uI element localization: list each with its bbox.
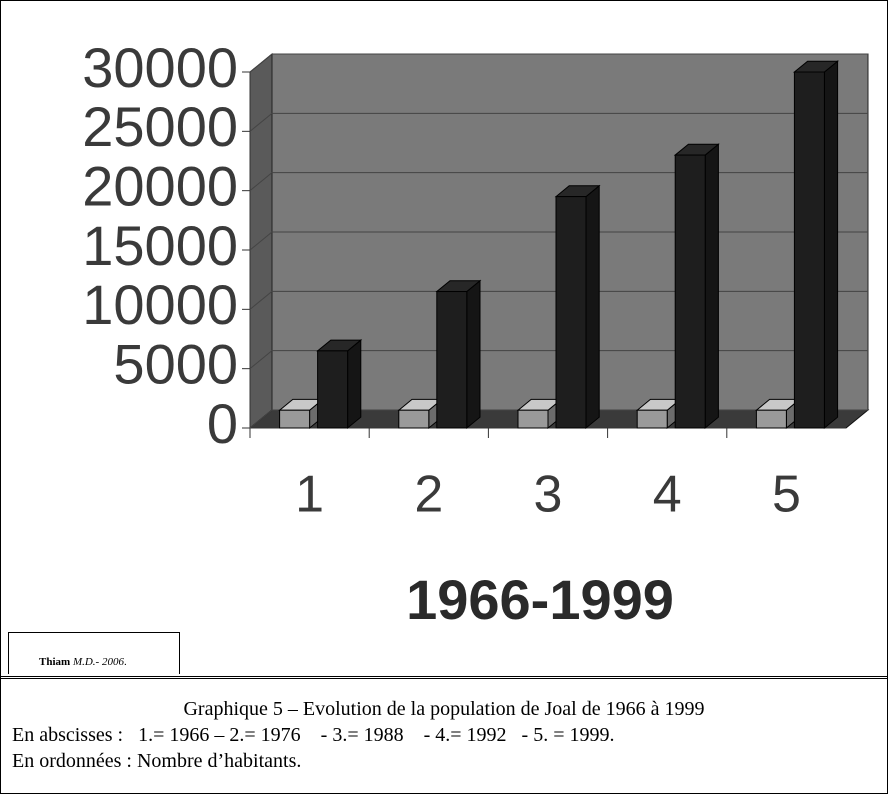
bar-side xyxy=(823,60,839,430)
credit: Thiam M.D.- 2006. xyxy=(8,632,180,674)
y-tick-label: 10000 xyxy=(82,273,238,336)
bar-side xyxy=(347,339,362,430)
credit-end: . xyxy=(123,656,127,668)
grid-line xyxy=(249,350,868,370)
bar xyxy=(517,409,549,429)
credit-author: Thiam xyxy=(39,656,71,668)
grid-line xyxy=(249,172,868,192)
bar-side xyxy=(585,184,600,430)
y-tick-label: 0 xyxy=(207,392,238,455)
bar xyxy=(279,409,311,429)
y-tick-label: 20000 xyxy=(82,154,238,217)
bar-side xyxy=(704,143,719,430)
bar xyxy=(555,196,587,429)
x-tick-label: 4 xyxy=(653,466,682,524)
bar xyxy=(398,409,430,429)
x-tick-label: 2 xyxy=(414,466,443,524)
credit-ref: M.D.- 2006 xyxy=(72,656,124,668)
x-axis-label: 1966-1999 xyxy=(406,568,674,631)
x-tick-label: 3 xyxy=(534,466,563,524)
bar-side xyxy=(466,279,481,430)
x-tick-label: 1 xyxy=(295,466,324,524)
caption-line: En abscisses : 1.= 1966 – 2.= 1976 - 3.=… xyxy=(12,724,615,746)
grid-line xyxy=(249,53,868,73)
x-tick-label: 5 xyxy=(772,466,801,524)
bar xyxy=(317,350,349,429)
bar xyxy=(755,409,787,429)
y-tick-label: 5000 xyxy=(113,332,238,395)
bar xyxy=(793,71,825,429)
y-tick-label: 15000 xyxy=(82,214,238,277)
bar xyxy=(436,291,468,429)
separator xyxy=(0,676,888,679)
bar xyxy=(636,409,668,429)
grid-line xyxy=(249,112,868,132)
grid-line xyxy=(249,290,868,310)
grid-line xyxy=(249,231,868,251)
caption-title: Graphique 5 – Evolution de la population… xyxy=(183,698,705,720)
y-tick-label: 25000 xyxy=(82,95,238,158)
caption-line: En ordonnées : Nombre d’habitants. xyxy=(12,750,302,772)
bar xyxy=(674,154,706,429)
y-tick-label: 30000 xyxy=(82,36,238,99)
